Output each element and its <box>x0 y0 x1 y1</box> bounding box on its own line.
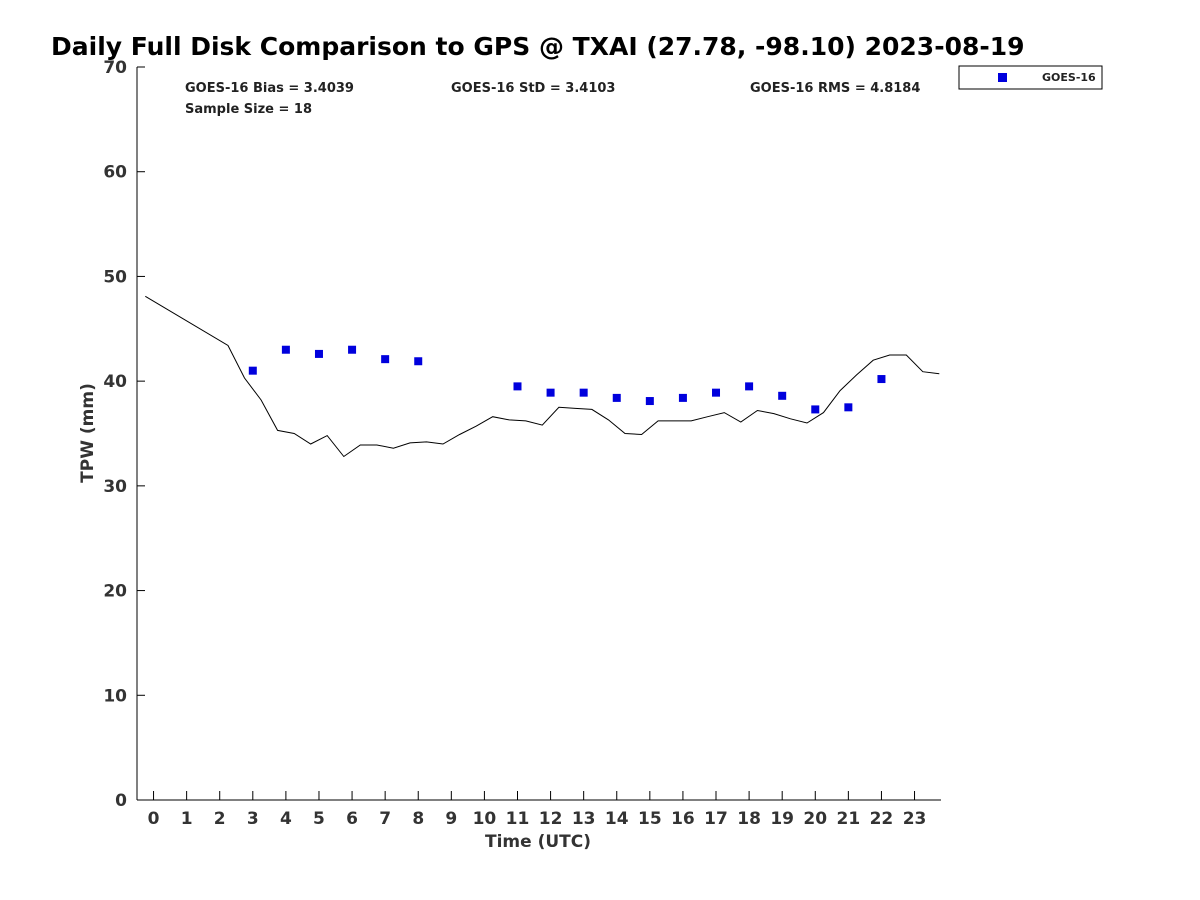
x-tick-label: 22 <box>870 809 894 829</box>
y-tick-label: 20 <box>103 582 127 602</box>
x-tick-label: 6 <box>346 809 358 829</box>
x-tick-label: 13 <box>572 809 596 829</box>
goes16-point <box>877 375 886 384</box>
gps-line-series <box>145 295 940 458</box>
sample-size-stat: Sample Size = 18 <box>185 102 312 117</box>
goes16-point <box>778 391 787 400</box>
legend-label-goes16: GOES-16 <box>1042 71 1096 84</box>
x-tick-label: 2 <box>214 809 226 829</box>
x-tick-label: 11 <box>506 809 530 829</box>
x-tick-label: 16 <box>671 809 695 829</box>
legend-box <box>958 65 1103 90</box>
goes16-point <box>381 355 390 364</box>
goes16-point <box>745 382 754 391</box>
x-tick-label: 1 <box>181 809 193 829</box>
goes16-point <box>414 357 423 366</box>
y-tick-label: 30 <box>103 477 127 497</box>
legend: GOES-16 <box>958 65 1103 90</box>
goes16-point <box>281 345 290 354</box>
y-tick-label: 50 <box>103 267 127 287</box>
goes16-point <box>513 382 522 391</box>
x-tick-label: 21 <box>837 809 861 829</box>
y-tick-label: 10 <box>103 686 127 706</box>
goes16-point <box>546 388 555 397</box>
goes16-point <box>712 388 721 397</box>
goes16-point <box>248 366 257 375</box>
x-tick-label: 0 <box>148 809 160 829</box>
goes16-point <box>645 397 654 406</box>
y-axis-label: TPW (mm) <box>78 383 98 483</box>
y-tick-label: 60 <box>103 163 127 183</box>
chart-title: Daily Full Disk Comparison to GPS @ TXAI… <box>51 32 1025 61</box>
x-tick-label: 12 <box>539 809 563 829</box>
bias-stat: GOES-16 Bias = 3.4039 <box>185 81 354 96</box>
x-tick-label: 17 <box>704 809 728 829</box>
goes16-point <box>579 388 588 397</box>
x-axis-label: Time (UTC) <box>485 832 591 852</box>
x-tick-label: 14 <box>605 809 629 829</box>
x-tick-label: 5 <box>313 809 325 829</box>
goes16-point <box>612 393 621 402</box>
goes16-point <box>811 405 820 414</box>
x-tick-label: 4 <box>280 809 292 829</box>
x-tick-label: 9 <box>445 809 457 829</box>
y-tick-label: 40 <box>103 372 127 392</box>
legend-marker-goes16 <box>998 73 1007 82</box>
x-tick-label: 8 <box>412 809 424 829</box>
y-tick-label: 70 <box>103 58 127 78</box>
x-tick-label: 10 <box>473 809 497 829</box>
goes16-point <box>844 403 853 412</box>
goes16-point <box>314 349 323 358</box>
x-tick-label: 15 <box>638 809 662 829</box>
x-tick-label: 7 <box>379 809 391 829</box>
x-tick-label: 19 <box>770 809 794 829</box>
rms-stat: GOES-16 RMS = 4.8184 <box>750 81 920 96</box>
goes16-point <box>678 393 687 402</box>
gps-line <box>145 295 940 458</box>
x-tick-label: 23 <box>903 809 927 829</box>
x-tick-label: 3 <box>247 809 259 829</box>
goes16-scatter-series <box>248 345 886 414</box>
x-tick-label: 18 <box>737 809 761 829</box>
goes16-point <box>348 345 357 354</box>
x-tick-label: 20 <box>803 809 827 829</box>
y-tick-label: 0 <box>115 791 127 811</box>
std-stat: GOES-16 StD = 3.4103 <box>451 81 615 96</box>
